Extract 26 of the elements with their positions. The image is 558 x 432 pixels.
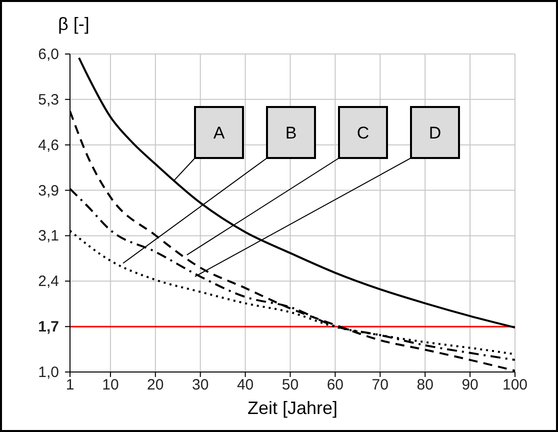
y-tick-label: 6,0 bbox=[38, 46, 59, 63]
y-tick-label: 3,1 bbox=[38, 228, 59, 245]
x-tick-label: 30 bbox=[192, 376, 209, 394]
x-tick-label: 70 bbox=[372, 376, 388, 394]
x-tick-label: 1 bbox=[66, 376, 74, 394]
x-tick-label: 50 bbox=[282, 376, 299, 394]
x-tick-label: 80 bbox=[416, 376, 434, 394]
annotation: B bbox=[285, 124, 297, 142]
y-axis-title: β [-] bbox=[58, 14, 90, 34]
y-tick-label: 2,4 bbox=[38, 273, 59, 290]
x-tick-label: 10 bbox=[102, 376, 119, 394]
annotation: C bbox=[356, 124, 370, 142]
y-tick-label: 1,0 bbox=[38, 364, 59, 381]
x-tick-label: 40 bbox=[236, 376, 254, 394]
y-tick-label: 4,6 bbox=[38, 136, 59, 154]
x-tick-label: 90 bbox=[462, 376, 478, 394]
annotation: D bbox=[428, 124, 442, 142]
annotation: A bbox=[213, 124, 226, 142]
y-tick-label: 1,7 bbox=[38, 318, 59, 336]
x-tick-label: 60 bbox=[326, 376, 344, 394]
y-tick-label: 3,9 bbox=[38, 182, 59, 200]
y-tick-label: 5,3 bbox=[38, 91, 59, 108]
x-tick-label: 100 bbox=[502, 376, 528, 394]
x-axis-title: Zeit [Jahre] bbox=[247, 398, 338, 418]
line-series bbox=[78, 56, 515, 328]
x-tick-label: 20 bbox=[147, 376, 164, 394]
